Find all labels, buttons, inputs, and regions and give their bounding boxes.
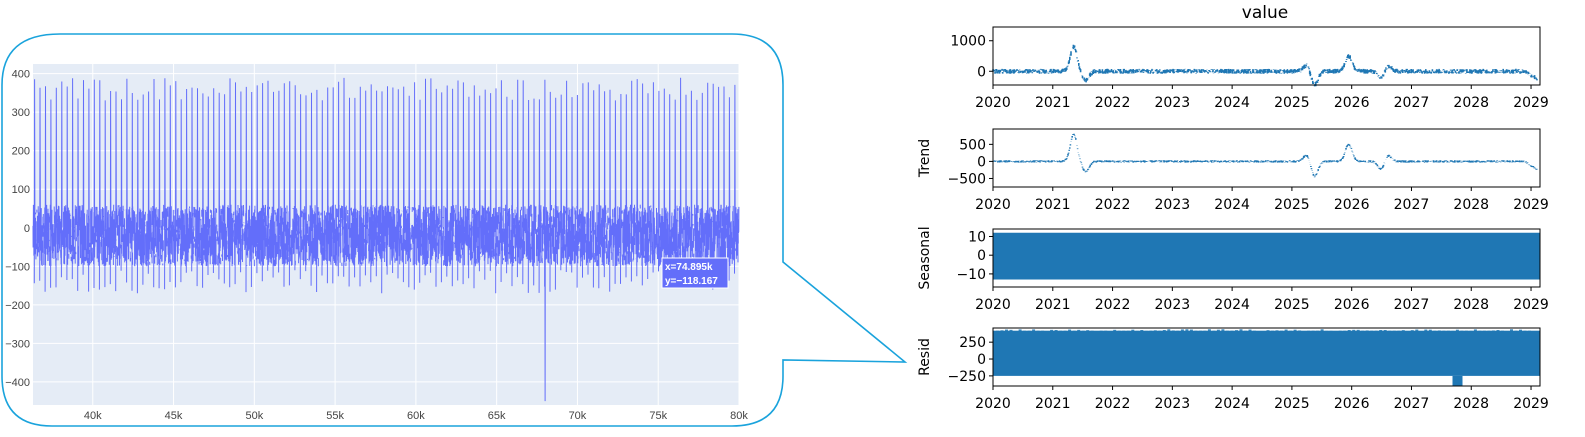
x-tick-label: 40k [84, 410, 102, 422]
x-tick-label: 2029 [1513, 297, 1549, 313]
y-tick-label: 0 [24, 223, 30, 235]
x-tick-label: 2026 [1334, 95, 1370, 111]
y-axis-label: Seasonal [917, 226, 933, 289]
x-tick-label: 2024 [1214, 197, 1250, 213]
x-tick-label: 2023 [1155, 95, 1191, 111]
plotly-chart: 400 300 200 100 0 −100 −200 −300 −400 40k 45k 50k 5… [5, 64, 748, 422]
y-tick-label: −400 [5, 377, 30, 389]
y-tick-label: −200 [5, 300, 30, 312]
x-tick-label: 2025 [1274, 396, 1310, 412]
x-tick-label: 2029 [1513, 197, 1549, 213]
x-tick-label: 80k [730, 410, 748, 422]
x-tick-label: 2024 [1214, 297, 1250, 313]
y-tick-label: 100 [12, 184, 30, 196]
hover-y-text: y=−118.167 [665, 276, 718, 287]
x-tick-label: 2023 [1155, 197, 1191, 213]
x-tick-label: 2024 [1214, 396, 1250, 412]
y-tick-label: 0 [977, 352, 986, 368]
x-tick-label: 2029 [1513, 396, 1549, 412]
x-tick-label: 70k [569, 410, 587, 422]
x-tick-label: 2027 [1394, 95, 1430, 111]
y-tick-label: 400 [12, 69, 30, 81]
x-tick-label: 2028 [1453, 297, 1489, 313]
x-tick-label: 2023 [1155, 297, 1191, 313]
x-axis-ticks: 40k 45k 50k 55k 60k 65k 70k 75k 80k [84, 410, 748, 422]
y-tick-label: 500 [959, 137, 986, 153]
y-axis-ticks: 400 300 200 100 0 −100 −200 −300 −400 [5, 69, 30, 389]
decomposition-panel: 10 0 −10 2020 2021 2022 2023 2024 2025 2026 2027 20… [917, 226, 1549, 313]
x-tick-label: 75k [649, 410, 667, 422]
x-tick-label: 2027 [1394, 197, 1430, 213]
x-tick-label: 2021 [1035, 197, 1071, 213]
callout-outline [1, 33, 908, 427]
x-tick-label: 2025 [1274, 197, 1310, 213]
x-tick-label: 2020 [975, 396, 1011, 412]
y-tick-label: −300 [5, 338, 30, 350]
y-tick-label: −10 [956, 267, 986, 283]
series-line [992, 133, 1538, 178]
x-tick-label: 2026 [1334, 396, 1370, 412]
x-tick-label: 2028 [1453, 396, 1489, 412]
x-tick-label: 2029 [1513, 95, 1549, 111]
x-tick-label: 2026 [1334, 297, 1370, 313]
panel-frame [992, 228, 1541, 288]
panel-frame [992, 327, 1541, 387]
y-tick-label: 250 [959, 335, 986, 351]
x-tick-label: 2025 [1274, 95, 1310, 111]
x-tick-label: 2022 [1095, 197, 1131, 213]
hover-x-text: x=74.895k [665, 262, 713, 273]
x-tick-label: 2020 [975, 197, 1011, 213]
series-band [993, 330, 1540, 376]
x-tick-label: 2027 [1394, 396, 1430, 412]
x-tick-label: 2027 [1394, 297, 1430, 313]
decomposition-panel: 1000 0 2020 2021 2022 2023 2024 2025 2026 2027 202… [950, 26, 1549, 111]
x-tick-label: 45k [165, 410, 183, 422]
hover-label: x=74.895k y=−118.167 [661, 257, 729, 289]
panel-frame [992, 128, 1541, 188]
x-tick-label: 2020 [975, 297, 1011, 313]
y-tick-label: −250 [948, 369, 986, 385]
y-tick-label: 0 [977, 64, 986, 80]
panel-frame [992, 26, 1541, 86]
y-tick-label: 0 [977, 248, 986, 264]
y-tick-label: 200 [12, 146, 30, 158]
x-tick-label: 2020 [975, 95, 1011, 111]
y-axis-label: Trend [917, 139, 933, 178]
decomposition-title: value [1242, 3, 1288, 23]
x-tick-label: 2022 [1095, 396, 1131, 412]
x-tick-label: 2024 [1214, 95, 1250, 111]
x-tick-label: 60k [407, 410, 425, 422]
x-tick-label: 65k [488, 410, 506, 422]
series-line [992, 44, 1538, 87]
x-tick-label: 2026 [1334, 197, 1370, 213]
x-tick-label: 50k [245, 410, 263, 422]
x-tick-label: 2025 [1274, 297, 1310, 313]
x-tick-label: 2023 [1155, 396, 1191, 412]
y-axis-label: Resid [917, 338, 933, 376]
x-tick-label: 2022 [1095, 95, 1131, 111]
x-tick-label: 2021 [1035, 297, 1071, 313]
x-tick-label: 2028 [1453, 95, 1489, 111]
y-tick-label: 0 [977, 154, 986, 170]
resid-upper-edge [996, 329, 1531, 332]
y-tick-label: 10 [968, 229, 986, 245]
series-band [993, 232, 1540, 280]
y-tick-label: 1000 [950, 34, 986, 50]
y-tick-label: 300 [12, 107, 30, 119]
x-tick-label: 55k [326, 410, 344, 422]
x-tick-label: 2021 [1035, 396, 1071, 412]
x-tick-label: 2022 [1095, 297, 1131, 313]
y-tick-label: −100 [5, 261, 30, 273]
x-tick-label: 2021 [1035, 95, 1071, 111]
y-tick-label: −500 [948, 171, 986, 187]
resid-dip [1452, 375, 1463, 386]
x-tick-label: 2028 [1453, 197, 1489, 213]
